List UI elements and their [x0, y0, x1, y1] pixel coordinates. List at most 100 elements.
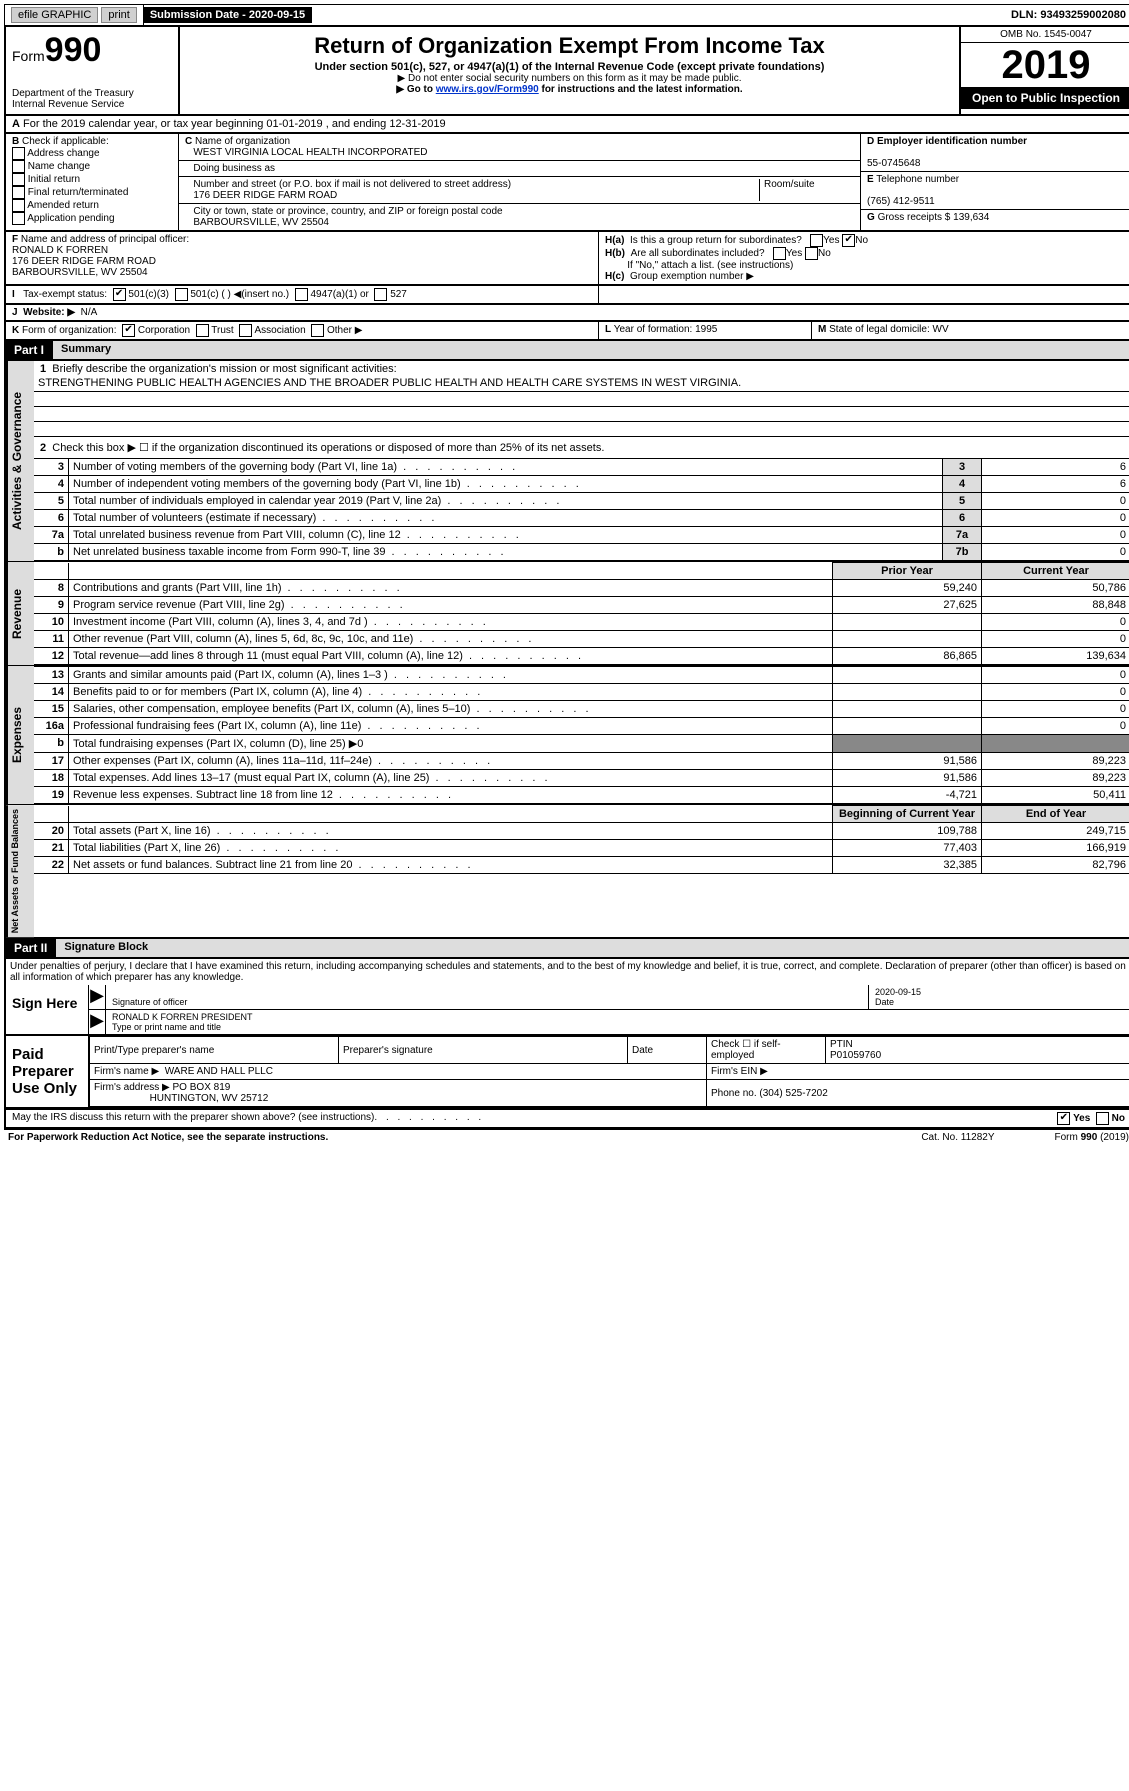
mission-blank3	[34, 422, 1129, 437]
chk-pending[interactable]: Application pending	[12, 212, 172, 225]
top-toolbar: efile GRAPHIC print Submission Date - 20…	[4, 4, 1129, 26]
chk-final[interactable]: Final return/terminated	[12, 186, 172, 199]
prior-val	[833, 667, 982, 684]
print-button[interactable]: print	[101, 7, 136, 23]
form-org-label: Form of organization:	[22, 325, 117, 336]
line-desc: Program service revenue (Part VIII, line…	[69, 597, 833, 614]
line-desc: Other expenses (Part IX, column (A), lin…	[69, 753, 833, 770]
chk-501c[interactable]	[175, 288, 188, 301]
year-formed-label: Year of formation:	[614, 324, 693, 335]
irs-link[interactable]: www.irs.gov/Form990	[436, 84, 539, 95]
sig-cell: Signature of officer	[105, 985, 868, 1009]
current-val: 0	[982, 701, 1129, 718]
chk-assoc[interactable]	[239, 324, 252, 337]
discuss-no[interactable]	[1096, 1112, 1109, 1125]
chk-amended[interactable]: Amended return	[12, 199, 172, 212]
line-num: 15	[34, 701, 69, 718]
chk-501c3[interactable]	[113, 288, 126, 301]
current-val: 139,634	[982, 648, 1129, 665]
revenue-section: Revenue Prior Year Current Year8 Contrib…	[4, 561, 1129, 665]
line-desc: Total unrelated business revenue from Pa…	[69, 527, 943, 544]
current-val: 50,786	[982, 580, 1129, 597]
ha-label: Is this a group return for subordinates?	[630, 235, 802, 246]
col-header: Current Year	[982, 563, 1129, 580]
form-header-center: Return of Organization Exempt From Incom…	[180, 27, 959, 114]
expenses-section: Expenses 13 Grants and similar amounts p…	[4, 665, 1129, 804]
submission-date: Submission Date - 2020-09-15	[144, 7, 312, 23]
line-num: 11	[34, 631, 69, 648]
line-desc: Total fundraising expenses (Part IX, col…	[69, 735, 833, 753]
sign-here-label: Sign Here	[6, 985, 89, 1034]
mission-label: Briefly describe the organization's miss…	[52, 363, 396, 375]
room-suite: Room/suite	[759, 179, 854, 201]
gross-row: G Gross receipts $ 139,634	[861, 210, 1129, 230]
line-box: 6	[943, 510, 982, 527]
line2: 2 Check this box ▶ ☐ if the organization…	[34, 437, 1129, 458]
line-num: 20	[34, 823, 69, 840]
spacer	[312, 13, 1005, 17]
city-label: City or town, state or province, country…	[193, 206, 502, 217]
line-num: b	[34, 735, 69, 753]
goto-post: for instructions and the latest informat…	[539, 84, 743, 95]
netassets-table: Beginning of Current Year End of Year20 …	[34, 805, 1129, 874]
prep-check: Check ☐ if self-employed	[707, 1037, 826, 1064]
prior-val	[833, 614, 982, 631]
prior-val: 32,385	[833, 857, 982, 874]
line-desc: Net unrelated business taxable income fr…	[69, 544, 943, 561]
col-h-group: H(a) Is this a group return for subordin…	[599, 232, 1129, 284]
city-row: City or town, state or province, country…	[179, 204, 860, 230]
line-desc: Total revenue—add lines 8 through 11 (mu…	[69, 648, 833, 665]
prior-val	[833, 701, 982, 718]
prep-sig-h: Preparer's signature	[339, 1037, 628, 1064]
current-val: 0	[982, 718, 1129, 735]
hb-no[interactable]	[805, 247, 818, 260]
open-inspection: Open to Public Inspection	[961, 87, 1129, 109]
officer-name: RONALD K FORREN	[12, 245, 108, 256]
line-num: 9	[34, 597, 69, 614]
sig-name-cell: RONALD K FORREN PRESIDENTType or print n…	[105, 1010, 1129, 1034]
col-c-org: C Name of organization WEST VIRGINIA LOC…	[179, 134, 860, 230]
expenses-label: Expenses	[6, 666, 34, 804]
preparer-table: Print/Type preparer's name Preparer's si…	[89, 1036, 1129, 1107]
chk-name[interactable]: Name change	[12, 160, 172, 173]
officer-addr2: BARBOURSVILLE, WV 25504	[12, 267, 148, 278]
col-header: End of Year	[982, 806, 1129, 823]
line-box: 3	[943, 459, 982, 476]
hb-yes[interactable]	[773, 247, 786, 260]
prep-ptin: PTINP01059760	[826, 1037, 1129, 1064]
chk-other[interactable]	[311, 324, 324, 337]
line-num: 8	[34, 580, 69, 597]
ha-no[interactable]	[842, 234, 855, 247]
chk-527[interactable]	[374, 288, 387, 301]
dept-treasury: Department of the Treasury	[12, 88, 172, 99]
firm-phone-row: Phone no. (304) 525-7202	[707, 1080, 1129, 1107]
current-val: 166,919	[982, 840, 1129, 857]
ha-yes[interactable]	[810, 234, 823, 247]
line-val: 0	[982, 510, 1129, 527]
mission-text: STRENGTHENING PUBLIC HEALTH AGENCIES AND…	[34, 377, 1129, 392]
chk-corp[interactable]	[122, 324, 135, 337]
hc-label: Group exemption number ▶	[630, 271, 754, 282]
line-desc: Benefits paid to or for members (Part IX…	[69, 684, 833, 701]
line-box: 7a	[943, 527, 982, 544]
chk-address[interactable]: Address change	[12, 147, 172, 160]
city-state-zip: BARBOURSVILLE, WV 25504	[193, 217, 329, 228]
website-label: Website: ▶	[23, 307, 75, 318]
part1-title: Summary	[52, 341, 1129, 359]
discuss-yes[interactable]	[1057, 1112, 1070, 1125]
tax-status-label: Tax-exempt status:	[23, 289, 107, 300]
chk-initial[interactable]: Initial return	[12, 173, 172, 186]
current-val: 0	[982, 667, 1129, 684]
domicile: WV	[933, 324, 949, 335]
line-desc: Grants and similar amounts paid (Part IX…	[69, 667, 833, 684]
part2-header-row: Part II Signature Block	[4, 939, 1129, 959]
efile-button[interactable]: efile GRAPHIC	[11, 7, 98, 23]
line-box: 4	[943, 476, 982, 493]
chk-trust[interactable]	[196, 324, 209, 337]
preparer-section: Paid Preparer Use Only Print/Type prepar…	[4, 1036, 1129, 1109]
chk-4947[interactable]	[295, 288, 308, 301]
current-val: 0	[982, 684, 1129, 701]
website-value: N/A	[81, 307, 98, 318]
form-title: Return of Organization Exempt From Incom…	[186, 33, 953, 59]
goto-pre: ▶ Go to	[396, 84, 435, 95]
